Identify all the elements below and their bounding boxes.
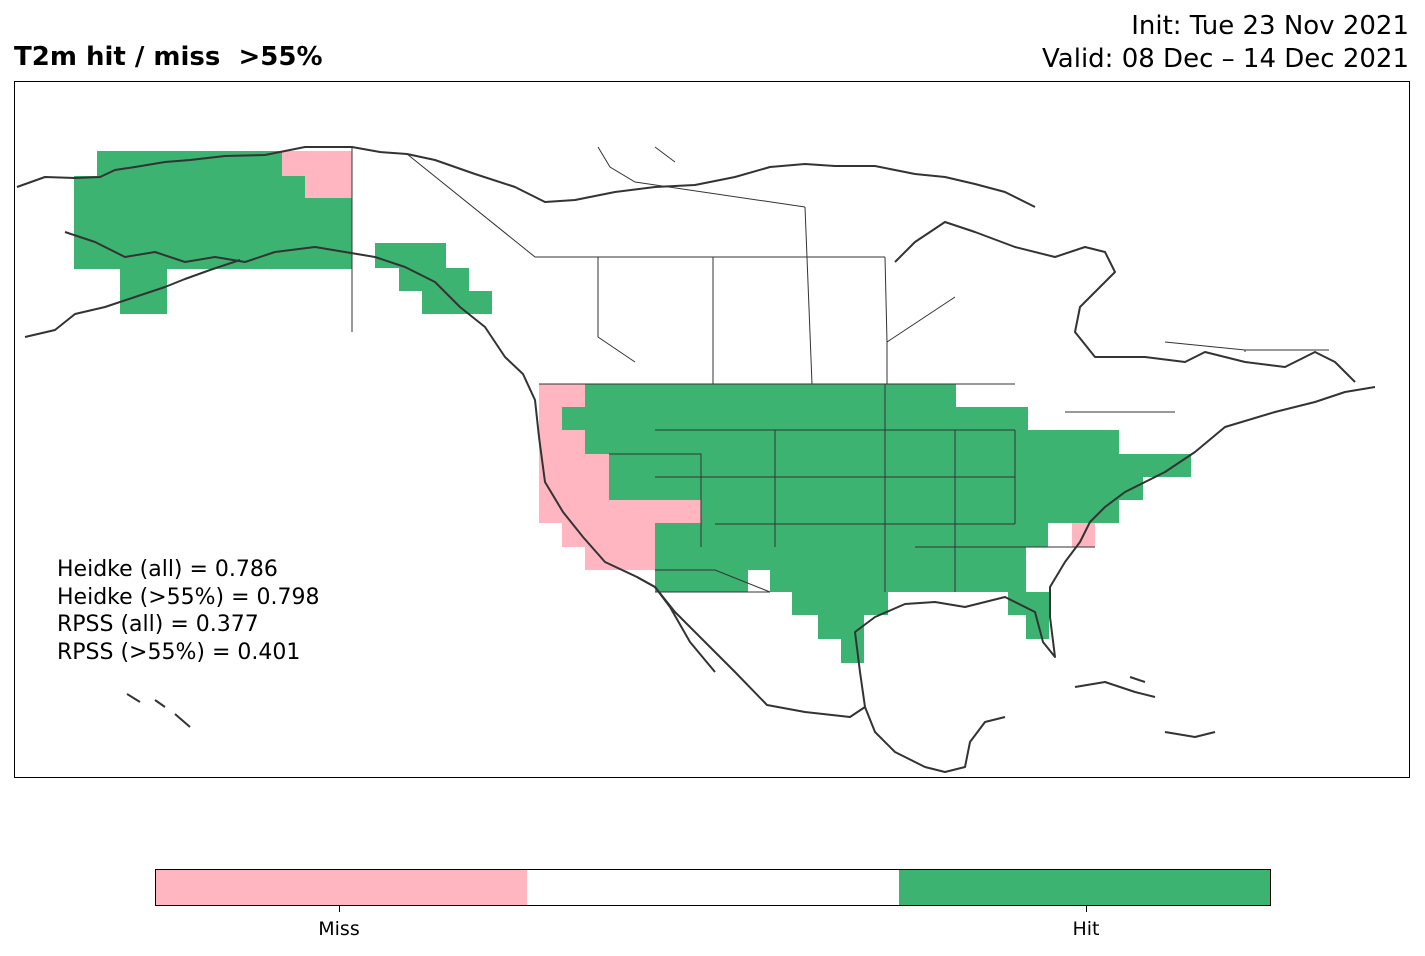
forecast-dates: Init: Tue 23 Nov 2021 Valid: 08 Dec – 14… [1042,10,1409,76]
score-rpss-all: RPSS (all) = 0.377 [57,612,259,637]
coastlines [16,146,1376,773]
colorbar-miss-segment [156,870,528,905]
hit-region-panhandle [375,243,492,314]
colorbar-label-miss: Miss [318,918,360,940]
colorbar [155,869,1271,906]
miss-region-ne-alaska [282,151,352,198]
valid-period: Valid: 08 Dec – 14 Dec 2021 [1042,44,1409,74]
init-date: Init: Tue 23 Nov 2021 [1131,11,1409,41]
miss-region-west-coast [539,384,701,570]
colorbar-tick-miss [339,906,340,912]
colorbar-label-hit: Hit [1072,918,1100,940]
hit-region-alaska [74,151,352,314]
score-heidke-all: Heidke (all) = 0.786 [57,557,278,582]
colorbar-neutral-segment [527,870,899,905]
political-borders [351,146,1329,593]
map-canvas [16,146,1376,773]
score-heidke-55: Heidke (>55%) = 0.798 [57,584,320,610]
colorbar-hit-segment [898,870,1270,905]
skill-scores: Heidke (all) = 0.786 Heidke (>55%) = 0.7… [57,556,320,666]
colorbar-tick-hit [1086,906,1087,912]
score-rpss-55: RPSS (>55%) = 0.401 [57,639,301,665]
map-panel [14,81,1410,778]
map-title: T2m hit / miss >55% [14,42,323,72]
